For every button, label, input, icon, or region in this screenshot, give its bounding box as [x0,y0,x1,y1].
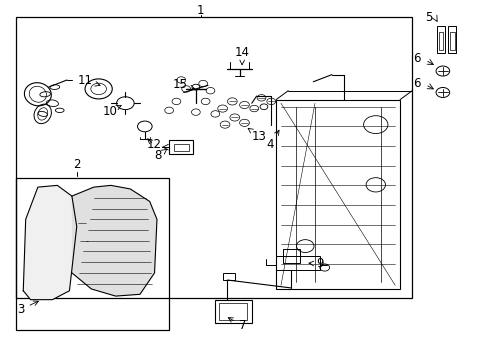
Text: 15: 15 [172,78,194,91]
Bar [222,273,234,280]
Text: 1: 1 [197,4,204,17]
Polygon shape [72,185,157,296]
Bar [449,32,454,50]
Text: 2: 2 [73,158,81,171]
Text: 10: 10 [102,105,121,118]
Bar [219,303,247,320]
Text: 9: 9 [308,257,323,270]
Bar [169,140,193,154]
Bar [16,178,169,330]
Bar [276,256,319,270]
Bar [447,26,456,53]
Text: 14: 14 [234,46,249,65]
Text: 3: 3 [17,301,38,316]
Bar [438,32,443,50]
Text: 8: 8 [154,149,166,162]
Polygon shape [23,185,77,300]
Text: 5: 5 [425,10,432,24]
Text: 11: 11 [78,74,100,87]
Text: 6: 6 [412,52,420,65]
Text: 6: 6 [412,77,420,90]
Bar [436,26,445,53]
Bar [103,239,127,255]
Bar [174,144,188,151]
Bar [215,300,251,323]
Text: 13: 13 [248,129,266,143]
Bar [283,249,300,263]
Text: 4: 4 [265,130,279,152]
Bar [16,18,411,298]
Text: 7: 7 [228,318,245,332]
Bar [276,100,399,289]
Text: 12: 12 [146,138,161,151]
